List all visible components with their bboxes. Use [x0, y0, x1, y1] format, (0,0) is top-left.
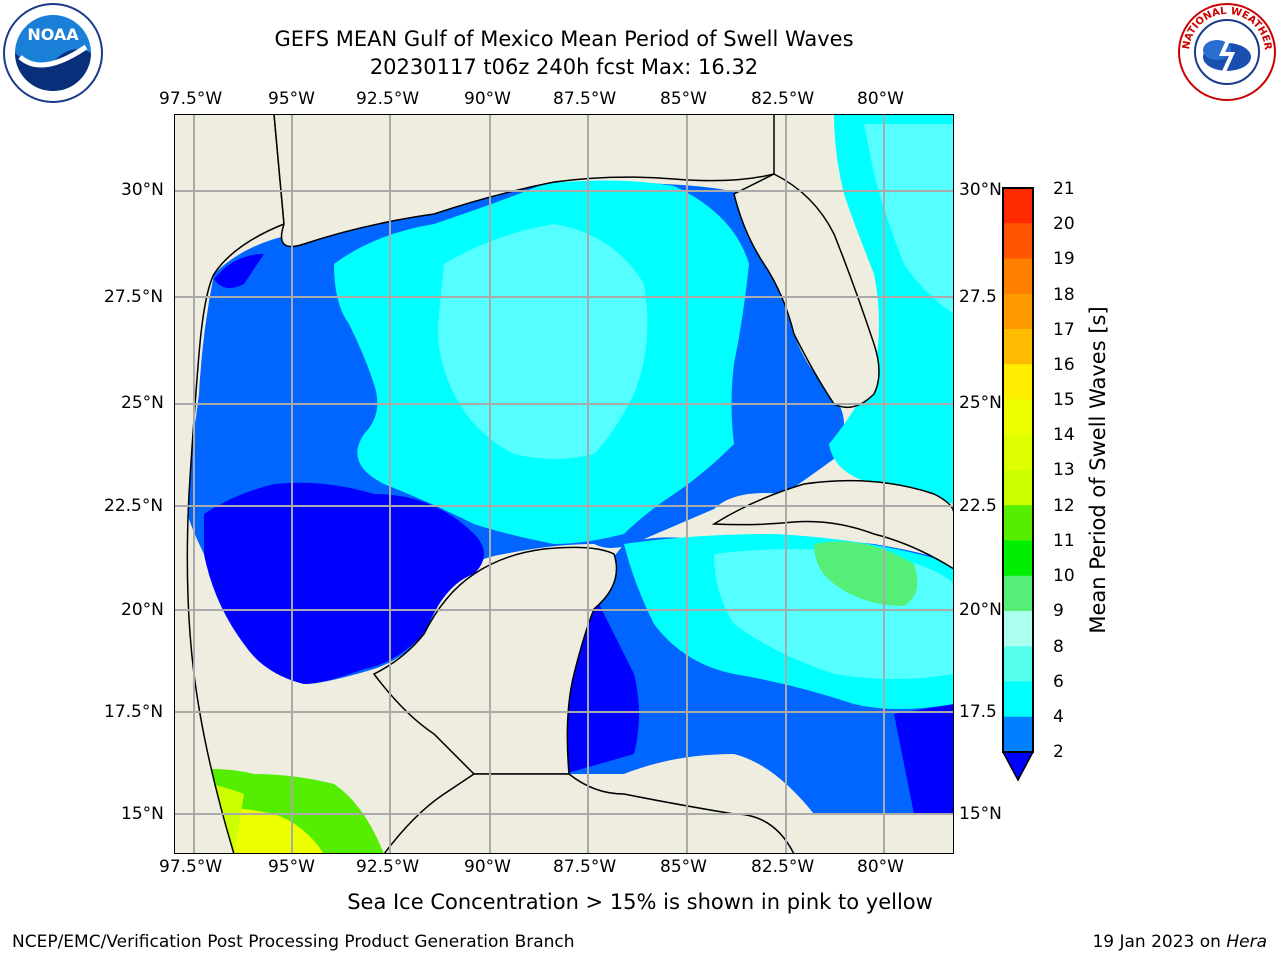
cuba	[711, 479, 954, 570]
colorbar-block	[1003, 646, 1033, 682]
atlantic-region-6-8s	[864, 124, 954, 314]
lon-label-top: 87.5°W	[553, 89, 617, 109]
graticule	[174, 114, 954, 854]
colorbar-frame	[1002, 187, 1034, 753]
swell-period-map	[174, 114, 954, 854]
yucatan-peninsula	[372, 546, 618, 775]
lon-label-top: 95°W	[268, 89, 315, 109]
lon-label-bottom: 80°W	[857, 857, 904, 877]
colorbar-label: 20	[1053, 214, 1075, 234]
lat-label-left: 20°N	[121, 600, 164, 620]
colorbar-label: 14	[1053, 425, 1075, 445]
lat-label-right: 20°N	[959, 600, 1002, 620]
chart-title: GEFS MEAN Gulf of Mexico Mean Period of …	[274, 27, 854, 51]
colorbar-label: 12	[1053, 496, 1075, 516]
lat-label-left: 22.5°N	[104, 496, 164, 516]
colorbar-label: 4	[1053, 707, 1064, 727]
lon-label-bottom: 87.5°W	[553, 857, 617, 877]
colorbar-label: 17	[1053, 320, 1075, 340]
colorbar-block	[1003, 293, 1033, 330]
colorbar-label: 11	[1053, 531, 1075, 551]
lon-label-bottom: 85°W	[660, 857, 707, 877]
colorbar-block	[1003, 716, 1033, 753]
lat-label-right: 22.5	[959, 496, 997, 516]
lon-label-top: 85°W	[660, 89, 707, 109]
colorbar-label: 8	[1053, 637, 1064, 657]
lon-label-top: 82.5°W	[751, 89, 815, 109]
colorbar-label: 6	[1053, 672, 1064, 692]
lon-label-top: 97.5°W	[159, 89, 223, 109]
lon-label-top: 90°W	[464, 89, 511, 109]
lat-label-right: 15°N	[959, 804, 1002, 824]
credit-line: NCEP/EMC/Verification Post Processing Pr…	[12, 932, 575, 952]
lat-label-right: 17.5	[959, 702, 997, 722]
lat-label-right: 27.5	[959, 287, 997, 307]
chart-subtitle: 20230117 t06z 240h fcst Max: 16.32	[369, 55, 759, 79]
colorbar	[1001, 187, 1035, 782]
gulf-region-under-2s-west	[204, 482, 484, 684]
caribbean-region-9-10s	[814, 541, 918, 606]
lon-label-bottom: 97.5°W	[159, 857, 223, 877]
colorbar-label: 2	[1053, 742, 1064, 762]
lon-label-bottom: 90°W	[464, 857, 511, 877]
lon-label-top: 80°W	[857, 89, 904, 109]
caribbean-region-under-2s	[560, 594, 639, 774]
lat-label-left: 27.5°N	[104, 287, 164, 307]
colorbar-label: 15	[1053, 390, 1075, 410]
colorbar-label: 10	[1053, 566, 1075, 586]
lon-label-bottom: 82.5°W	[751, 857, 815, 877]
lat-label-left: 17.5°N	[104, 702, 164, 722]
noaa-logo: NOAA	[3, 3, 103, 103]
sea-ice-footnote: Sea Ice Concentration > 15% is shown in …	[347, 890, 933, 914]
us-gulf-coast	[273, 114, 775, 248]
lat-label-left: 30°N	[121, 180, 164, 200]
colorbar-block	[1003, 364, 1033, 400]
lon-label-bottom: 95°W	[268, 857, 315, 877]
colorbar-block	[1003, 575, 1033, 612]
caribbean-region-under-2s-east	[894, 704, 954, 814]
lat-label-right: 25°N	[959, 393, 1002, 413]
colorbar-block	[1003, 505, 1033, 541]
florida	[733, 173, 880, 409]
date-line: 19 Jan 2023 on Hera	[1092, 932, 1267, 952]
colorbar-block	[1003, 329, 1033, 365]
map-panel	[174, 114, 954, 854]
colorbar-label: 21	[1053, 179, 1075, 199]
colorbar-block	[1003, 681, 1033, 718]
colorbar-title: Mean Period of Swell Waves [s]	[1086, 306, 1110, 634]
machine-name: Hera	[1226, 932, 1267, 952]
lat-label-left: 25°N	[121, 393, 164, 413]
colorbar-block	[1003, 470, 1033, 506]
colorbar-label: 13	[1053, 460, 1075, 480]
colorbar-blocks	[1003, 188, 1033, 753]
colorbar-block	[1003, 258, 1033, 295]
mexico-coast	[174, 114, 285, 854]
colorbar-label: 9	[1053, 601, 1064, 621]
lon-label-bottom: 92.5°W	[356, 857, 420, 877]
lat-label-left: 15°N	[121, 804, 164, 824]
colorbar-block	[1003, 611, 1033, 647]
colorbar-block	[1003, 540, 1033, 577]
colorbar-block	[1003, 399, 1033, 436]
noaa-logo-text: NOAA	[27, 25, 79, 44]
lon-label-top: 92.5°W	[356, 89, 420, 109]
gulf-region-under-2s-north	[214, 254, 264, 288]
colorbar-label: 19	[1053, 249, 1075, 269]
nws-logo: NATIONAL WEATHER SERVICE	[1177, 2, 1276, 101]
colorbar-label: 18	[1053, 285, 1075, 305]
colorbar-block	[1003, 188, 1033, 224]
colorbar-block	[1003, 223, 1033, 259]
lat-label-right: 30°N	[959, 180, 1002, 200]
colorbar-block	[1003, 434, 1033, 471]
colorbar-label: 16	[1053, 355, 1075, 375]
colorbar-under-triangle	[1001, 751, 1035, 782]
